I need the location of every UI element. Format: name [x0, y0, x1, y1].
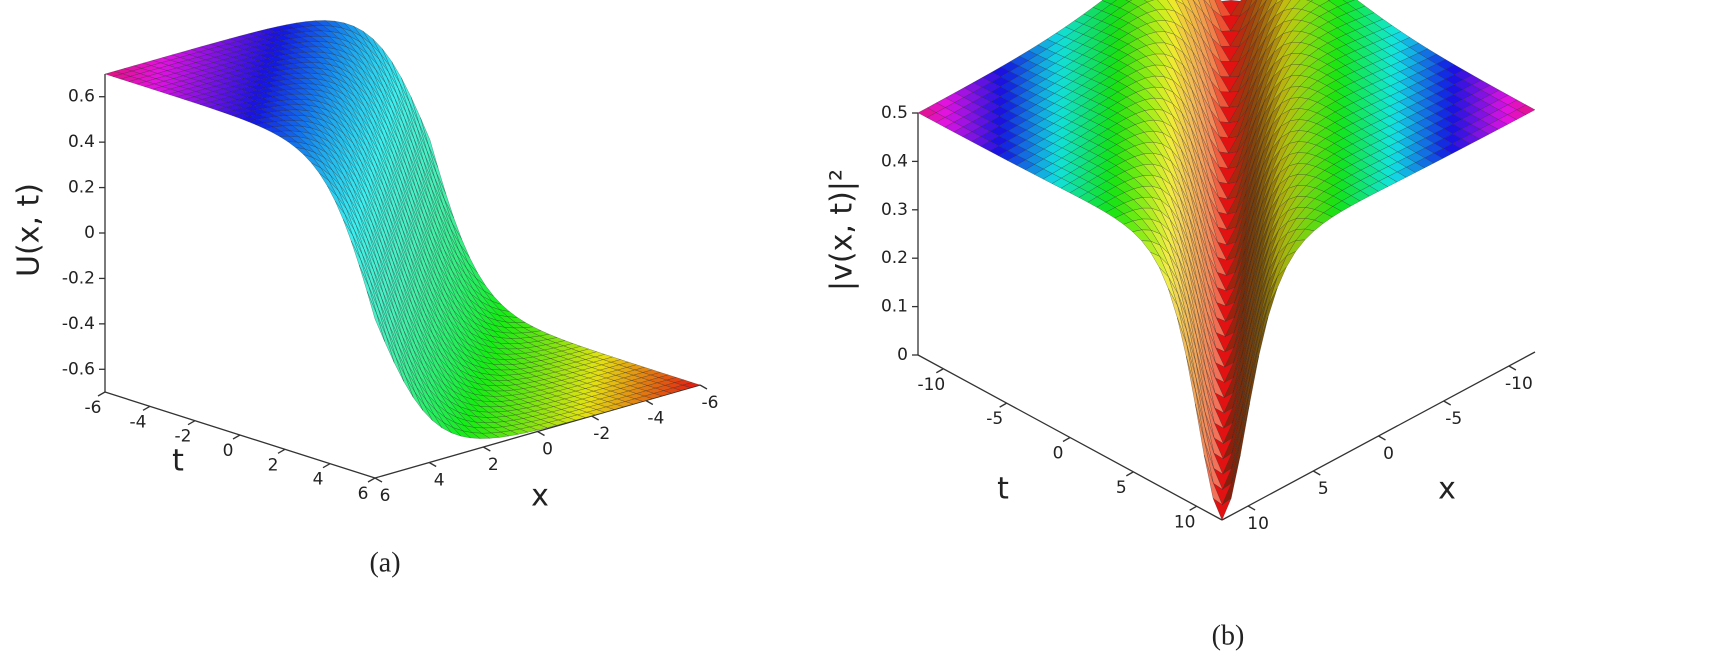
t-tick-label: -5 — [986, 409, 1003, 429]
x-tick-label: -6 — [702, 393, 719, 413]
t-tick — [1062, 436, 1071, 443]
z-axis-label: |v(x, t)|² — [825, 169, 860, 291]
z-tick-label: 0.2 — [68, 178, 95, 198]
x-tick — [1312, 470, 1321, 476]
t-tick — [97, 391, 106, 397]
z-tick-label: 0.4 — [881, 151, 908, 171]
t-tick — [277, 448, 286, 454]
t-tick — [367, 477, 376, 483]
x-axis-label: x — [1438, 472, 1456, 507]
surface-patch — [1212, 497, 1232, 521]
z-tick-label: 0.1 — [881, 297, 908, 317]
x-axis-label: x — [531, 479, 549, 514]
x-tick-label: 0 — [542, 440, 553, 460]
x-tick-label: -2 — [593, 424, 610, 444]
surface — [104, 20, 701, 439]
z-tick-label: -0.2 — [62, 268, 95, 288]
x-tick-label: -10 — [1505, 374, 1533, 394]
t-tick — [999, 402, 1007, 408]
t-tick — [142, 405, 151, 411]
caption: (b) — [1212, 620, 1245, 651]
t-tick — [187, 420, 196, 426]
z-axis-label: U(x, t) — [12, 183, 47, 277]
t-tick-label: -2 — [175, 427, 192, 447]
x-tick — [483, 446, 491, 452]
z-tick-label: 0.5 — [881, 103, 908, 123]
x-tick — [428, 461, 437, 468]
t-tick-label: 2 — [268, 455, 279, 475]
t-tick-label: 10 — [1174, 512, 1196, 532]
t-tick-label: 4 — [313, 470, 324, 490]
x-tick-label: 6 — [380, 486, 391, 506]
caption: (a) — [369, 547, 400, 578]
z-tick-label: 0.3 — [881, 200, 908, 220]
x-tick — [537, 430, 545, 437]
x-tick — [699, 384, 708, 390]
z-tick-label: -0.4 — [62, 314, 95, 334]
t-tick — [232, 434, 241, 440]
t-tick — [1126, 471, 1134, 477]
x-tick — [374, 477, 383, 483]
t-tick-label: -4 — [130, 412, 147, 432]
t-tick — [322, 463, 331, 469]
z-tick-label: 0 — [897, 345, 908, 365]
t-tick-label: 5 — [1116, 478, 1127, 498]
z-tick-label: 0.6 — [68, 87, 95, 107]
x-tick-label: -5 — [1445, 409, 1462, 429]
x-tick — [1443, 400, 1452, 406]
x-tick-label: -4 — [647, 409, 664, 429]
x-tick-label: 2 — [488, 455, 499, 475]
x-tick — [1378, 435, 1386, 441]
surface — [917, 0, 1536, 521]
surface-patch — [366, 291, 385, 342]
z-tick-label: 0.4 — [68, 132, 95, 152]
z-tick-label: 0 — [84, 223, 95, 243]
t-tick-label: 6 — [358, 484, 369, 504]
z-tick-label: -0.6 — [62, 359, 95, 379]
t-axis-label: t — [997, 472, 1009, 507]
t-tick — [1189, 505, 1197, 511]
t-tick-label: -10 — [917, 375, 945, 395]
x-tick-label: 5 — [1318, 479, 1329, 499]
t-tick-label: 0 — [223, 441, 234, 461]
z-tick-label: 0.2 — [881, 248, 908, 268]
x-tick-label: 0 — [1383, 444, 1394, 464]
t-tick-label: 0 — [1053, 444, 1064, 464]
x-tick — [645, 399, 654, 406]
t-tick — [936, 368, 944, 374]
x-tick — [1508, 365, 1517, 371]
x-tick-label: 4 — [434, 471, 445, 491]
x-tick — [1247, 505, 1256, 511]
x-tick-label: 10 — [1247, 514, 1269, 534]
x-tick — [591, 415, 599, 421]
t-axis-label: t — [172, 444, 184, 479]
t-tick-label: -6 — [85, 398, 102, 418]
